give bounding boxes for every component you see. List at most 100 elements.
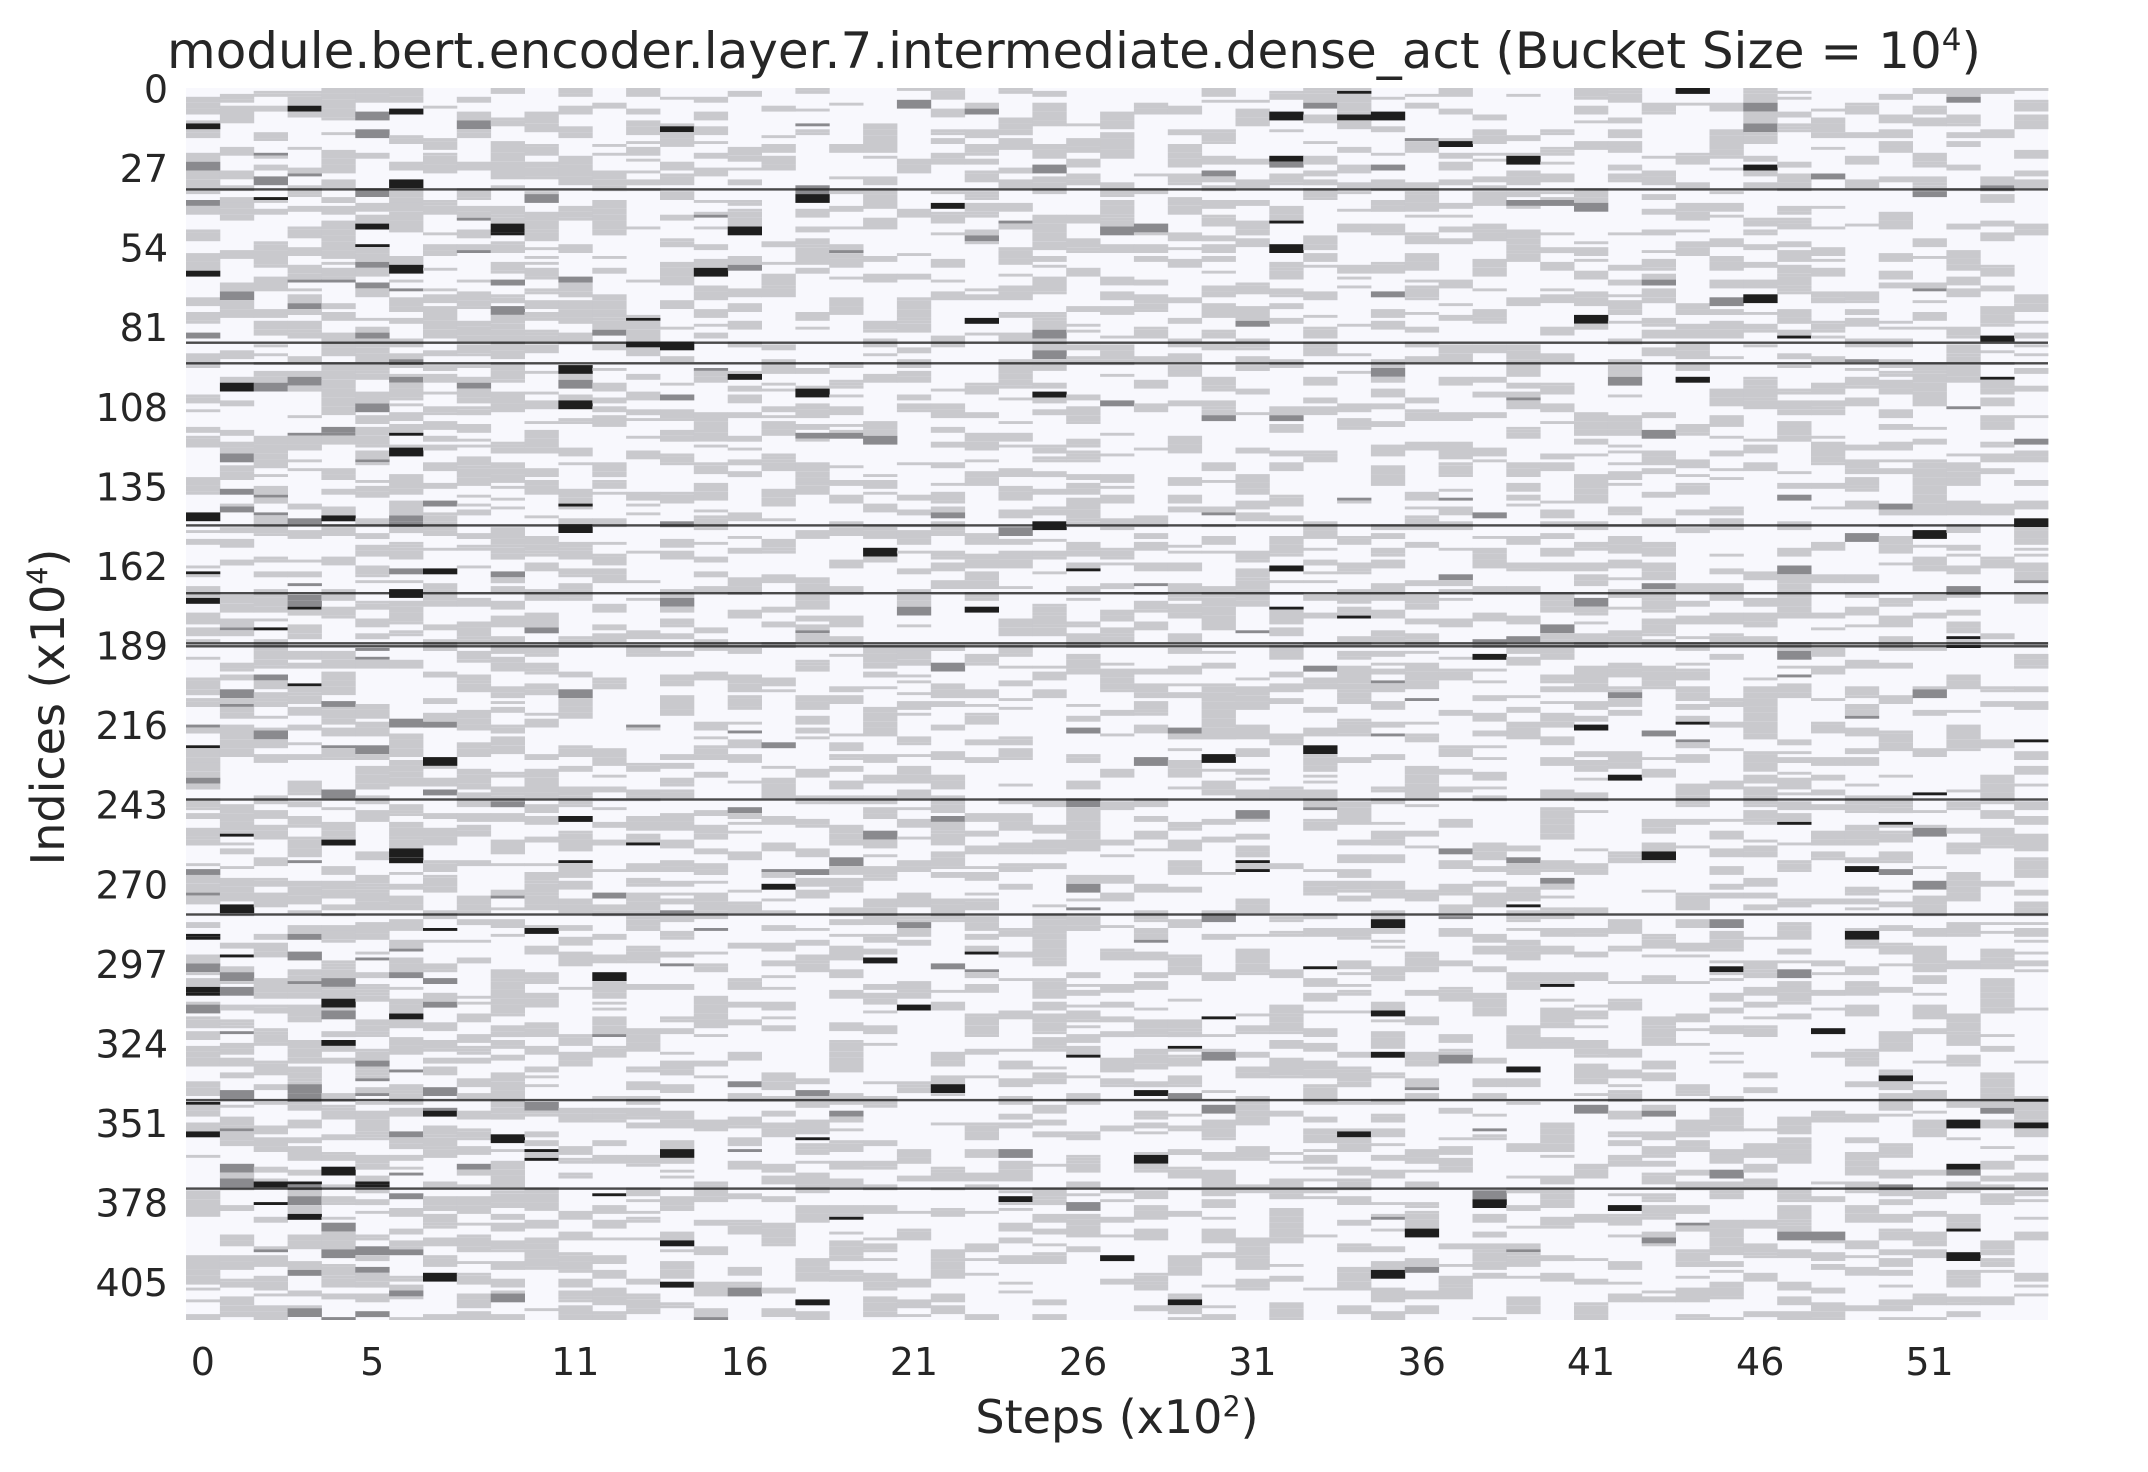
heatmap-cell xyxy=(456,335,492,342)
heatmap-cell xyxy=(1303,88,1338,91)
heatmap-cell xyxy=(423,373,458,383)
heatmap-cell xyxy=(1472,459,1507,463)
heatmap-cell xyxy=(524,892,559,896)
heatmap-cell xyxy=(219,712,255,719)
heatmap-cell xyxy=(186,132,221,139)
heatmap-cell xyxy=(389,226,424,233)
heatmap-cell xyxy=(1777,1125,1812,1135)
heatmap-cell xyxy=(1438,1146,1473,1155)
heatmap-cell xyxy=(795,267,830,274)
heatmap-cell xyxy=(1540,197,1575,200)
heatmap-cell xyxy=(1201,303,1236,312)
heatmap-cell xyxy=(1980,845,2015,849)
heatmap-cell xyxy=(186,1208,221,1217)
heatmap-cell xyxy=(1066,214,1101,224)
heatmap-cell xyxy=(186,727,221,734)
heatmap-cell xyxy=(219,453,255,463)
heatmap-cell xyxy=(253,1004,288,1008)
heatmap-cell xyxy=(321,370,356,380)
heatmap-cell xyxy=(524,176,559,180)
heatmap-cell xyxy=(1032,863,1067,870)
heatmap-cell xyxy=(1133,1116,1169,1120)
heatmap-cell xyxy=(1641,936,1676,940)
heatmap-cell xyxy=(1404,1213,1440,1220)
heatmap-cell xyxy=(321,757,356,760)
heatmap-cell xyxy=(727,512,762,522)
heatmap-cell xyxy=(253,353,288,357)
heatmap-cell xyxy=(1235,845,1270,852)
heatmap-cell xyxy=(1980,388,2015,395)
heatmap-cell xyxy=(1912,1128,1947,1138)
heatmap-cell xyxy=(592,1045,627,1049)
heatmap-cell xyxy=(253,698,288,701)
heatmap-cell xyxy=(1675,1293,1710,1303)
heatmap-cell xyxy=(524,863,559,867)
heatmap-cell xyxy=(1777,813,1812,822)
heatmap-cell xyxy=(186,491,221,495)
heatmap-cell xyxy=(558,957,593,967)
heatmap-cell xyxy=(1235,592,1270,601)
heatmap-cell xyxy=(355,1234,390,1238)
heatmap-cell xyxy=(253,1066,288,1076)
heatmap-cell xyxy=(524,718,559,728)
heatmap-cell xyxy=(1032,317,1067,321)
heatmap-cell xyxy=(1574,606,1609,613)
heatmap-cell xyxy=(524,111,559,115)
heatmap-cell xyxy=(321,592,356,601)
heatmap-cell xyxy=(1540,824,1575,834)
heatmap-cell xyxy=(456,792,492,799)
heatmap-cell xyxy=(1201,88,1236,97)
heatmap-cell xyxy=(456,376,492,383)
heatmap-cell xyxy=(423,939,458,943)
heatmap-cell xyxy=(1777,901,1812,908)
heatmap-cell xyxy=(1201,270,1236,274)
heatmap-cell xyxy=(626,329,661,339)
heatmap-cell xyxy=(829,1140,864,1144)
heatmap-cell xyxy=(930,1249,966,1259)
heatmap-cell xyxy=(219,981,255,984)
heatmap-cell xyxy=(524,480,559,486)
heatmap-cell xyxy=(355,1048,390,1052)
heatmap-cell xyxy=(524,1152,559,1158)
heatmap-cell xyxy=(1878,597,1913,604)
heatmap-cell xyxy=(1235,412,1270,416)
heatmap-cell xyxy=(761,388,796,392)
heatmap-cell xyxy=(490,1175,525,1182)
heatmap-cell xyxy=(896,568,932,575)
heatmap-cell xyxy=(660,161,695,171)
heatmap-cell xyxy=(1641,1175,1676,1185)
heatmap-cell xyxy=(1946,506,1981,516)
heatmap-cell xyxy=(863,998,898,1005)
heatmap-cell xyxy=(287,1016,322,1023)
heatmap-cell xyxy=(1675,1205,1710,1214)
heatmap-cell xyxy=(761,261,796,265)
heatmap-cell xyxy=(1777,1193,1812,1200)
heatmap-cell xyxy=(321,960,356,964)
heatmap-cell xyxy=(1201,200,1236,209)
heatmap-cell xyxy=(1743,571,1778,581)
heatmap-cell xyxy=(930,1305,966,1315)
heatmap-cell xyxy=(1269,220,1304,224)
heatmap-cell xyxy=(1303,1234,1338,1238)
heatmap-cell xyxy=(626,1216,661,1220)
heatmap-cell xyxy=(1641,939,1676,949)
heatmap-cell xyxy=(1370,96,1406,100)
heatmap-cell xyxy=(1607,93,1643,103)
heatmap-cell xyxy=(1777,494,1812,501)
heatmap-cell xyxy=(1607,662,1643,669)
heatmap-cell xyxy=(423,813,458,819)
heatmap-cell xyxy=(1777,898,1812,902)
heatmap-cell xyxy=(1607,444,1643,448)
heatmap-cell xyxy=(1167,612,1203,619)
heatmap-cell xyxy=(1269,1110,1304,1117)
heatmap-cell xyxy=(1032,1199,1067,1206)
heatmap-cell xyxy=(1337,88,1372,91)
heatmap-cell xyxy=(1743,155,1778,162)
heatmap-cell xyxy=(490,571,525,578)
heatmap-cell xyxy=(287,1146,322,1152)
heatmap-cell xyxy=(660,789,695,793)
heatmap-cell xyxy=(219,830,255,834)
heatmap-cell xyxy=(253,618,288,622)
heatmap-cell xyxy=(1811,1264,1846,1270)
heatmap-cell xyxy=(1472,945,1507,955)
